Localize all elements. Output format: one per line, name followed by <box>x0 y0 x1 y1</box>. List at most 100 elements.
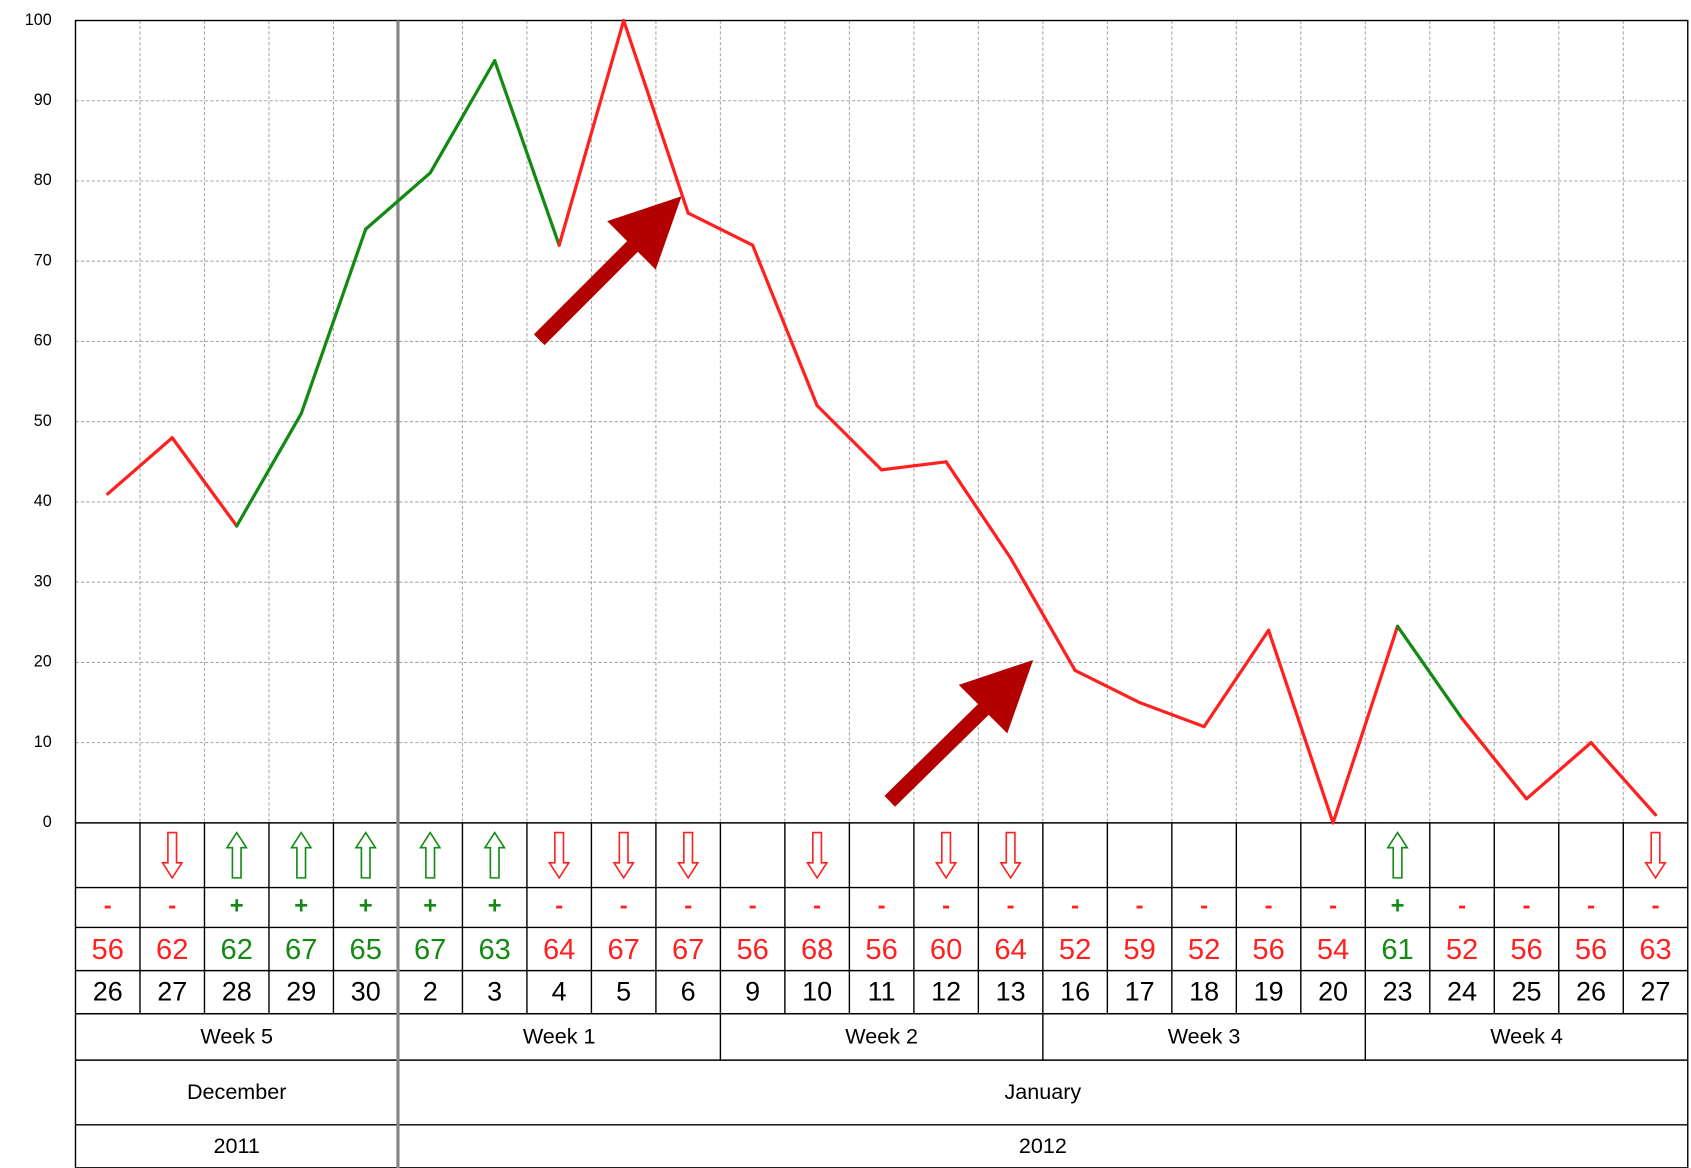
trend-arrow <box>612 831 635 880</box>
year-label: 2011 <box>214 1133 260 1158</box>
sign: - <box>1071 893 1079 919</box>
y-tick-label: 0 <box>43 813 52 831</box>
x-tick-label: 25 <box>1512 976 1542 1006</box>
sign: - <box>1329 893 1337 919</box>
line-segment <box>880 460 948 472</box>
score: 67 <box>672 934 704 966</box>
sign: + <box>230 893 244 919</box>
sign: + <box>488 893 502 919</box>
year-label: 2012 <box>1019 1133 1067 1158</box>
trend-arrow <box>290 831 313 879</box>
sign: - <box>620 893 628 919</box>
score: 62 <box>221 934 253 966</box>
line-segment <box>1073 668 1142 705</box>
x-tick-label: 12 <box>931 976 961 1006</box>
line-segment <box>493 59 561 247</box>
line-segment <box>751 243 819 408</box>
annotation-arrowhead <box>958 660 1034 734</box>
trend-arrow <box>1644 831 1667 880</box>
line-segment <box>1137 700 1206 729</box>
line-segment <box>1589 741 1658 817</box>
score: 64 <box>543 934 575 966</box>
trend-arrow <box>354 831 377 879</box>
x-tick-label: 6 <box>681 976 696 1006</box>
sign: - <box>555 893 563 919</box>
line-segment <box>1008 556 1077 673</box>
score: 52 <box>1446 934 1478 966</box>
score: 68 <box>801 934 833 966</box>
x-tick-label: 17 <box>1125 976 1155 1006</box>
trend-arrow <box>225 831 248 879</box>
sign: - <box>1652 893 1660 919</box>
line-segment <box>1460 716 1529 801</box>
x-tick-label: 30 <box>351 976 381 1006</box>
sign: - <box>1587 893 1595 919</box>
trend-arrow <box>676 831 700 880</box>
x-tick-label: 23 <box>1383 976 1413 1006</box>
annotation-arrowhead <box>607 196 682 270</box>
week-label: Week 4 <box>1490 1024 1563 1049</box>
score: 64 <box>994 934 1026 966</box>
trend-arrow <box>483 831 506 879</box>
line-segment <box>622 18 690 215</box>
y-tick-label: 50 <box>34 412 52 430</box>
sign: + <box>1391 893 1405 919</box>
line-segment <box>815 404 884 472</box>
x-tick-label: 16 <box>1060 976 1090 1006</box>
x-tick-label: 26 <box>1576 976 1606 1006</box>
y-tick-label: 30 <box>34 572 52 590</box>
line-segment <box>299 227 368 416</box>
score: 54 <box>1317 934 1349 966</box>
score: 52 <box>1188 934 1220 966</box>
line-segment <box>1331 624 1400 825</box>
line-segment <box>686 211 755 247</box>
y-tick-label: 20 <box>34 653 52 671</box>
sign: - <box>1200 893 1208 919</box>
score: 56 <box>1510 934 1542 966</box>
line-segment <box>1266 628 1335 825</box>
week-label: Week 5 <box>200 1024 273 1049</box>
line-segment <box>944 460 1013 560</box>
x-tick-label: 26 <box>93 976 123 1006</box>
sign: - <box>1007 893 1015 919</box>
x-tick-label: 4 <box>552 976 567 1006</box>
score: 63 <box>1639 934 1671 966</box>
sign: - <box>1136 893 1144 919</box>
trend-arrow <box>161 831 184 880</box>
score: 56 <box>736 934 768 966</box>
x-tick-label: 24 <box>1447 976 1477 1006</box>
sign: - <box>942 893 950 919</box>
y-tick-label: 10 <box>34 733 52 751</box>
score: 63 <box>478 934 510 966</box>
trend-arrow <box>805 831 829 880</box>
score: 56 <box>1575 934 1607 966</box>
annotation-arrows <box>533 196 1034 807</box>
x-tick-label: 28 <box>222 976 252 1006</box>
trend-arrow <box>934 831 958 880</box>
line-segment <box>1395 624 1464 721</box>
sign: - <box>104 893 112 919</box>
x-tick-label: 13 <box>996 976 1026 1006</box>
sign: - <box>1265 893 1273 919</box>
score: 67 <box>414 934 446 966</box>
y-tick-label: 70 <box>34 251 52 269</box>
x-tick-label: 5 <box>616 976 631 1006</box>
score: 56 <box>92 934 124 966</box>
sign: + <box>423 893 437 919</box>
score: 61 <box>1381 934 1413 966</box>
x-tick-label: 10 <box>802 976 832 1006</box>
line-segment <box>557 18 626 247</box>
x-tick-label: 2 <box>423 976 438 1006</box>
line-segment <box>364 171 432 231</box>
line-segment <box>1202 628 1271 729</box>
trend-arrow <box>547 831 571 880</box>
sign: - <box>1458 893 1466 919</box>
trend-arrow <box>419 831 442 879</box>
line-segment <box>1524 741 1593 801</box>
week-label: Week 3 <box>1168 1024 1241 1049</box>
sign: - <box>168 893 176 919</box>
score: 59 <box>1123 934 1155 966</box>
x-tick-label: 27 <box>1641 976 1671 1006</box>
week-label: Week 1 <box>523 1024 596 1049</box>
